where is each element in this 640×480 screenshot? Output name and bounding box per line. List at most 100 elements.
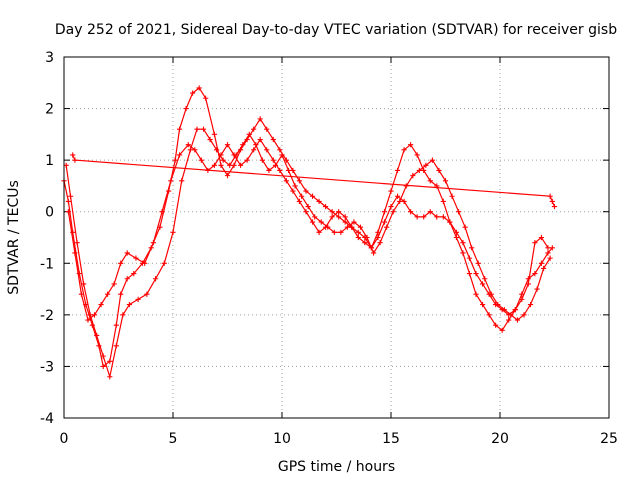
data-point	[381, 209, 388, 215]
data-point	[303, 209, 309, 215]
data-point	[316, 229, 322, 235]
data-point	[118, 260, 124, 266]
data-point	[126, 301, 132, 308]
data-point	[397, 198, 403, 204]
y-axis-label: SDTVAR / TECUs	[6, 180, 22, 295]
data-point	[449, 193, 455, 199]
data-point	[240, 142, 246, 148]
data-point	[401, 147, 407, 153]
data-point	[78, 291, 85, 297]
data-point	[198, 157, 204, 163]
data-point	[342, 219, 348, 225]
data-point	[440, 198, 446, 204]
data-point	[244, 157, 250, 163]
data-point	[342, 214, 348, 220]
plot-area	[61, 85, 558, 380]
data-point	[355, 229, 361, 235]
data-point	[124, 250, 130, 256]
y-tick-label: 2	[45, 102, 54, 118]
data-point	[152, 276, 159, 282]
data-point	[388, 203, 394, 210]
data-point	[521, 312, 527, 318]
data-point	[65, 198, 71, 204]
data-point	[469, 245, 475, 251]
series-line	[72, 154, 556, 207]
data-point	[246, 131, 252, 137]
data-point	[309, 193, 316, 199]
data-point	[299, 193, 305, 199]
series-trace-2	[63, 126, 553, 380]
data-point	[285, 167, 292, 174]
data-point	[316, 198, 322, 204]
data-point	[440, 214, 446, 220]
data-point	[473, 271, 479, 277]
data-point	[194, 126, 200, 132]
data-point	[414, 214, 420, 220]
data-point	[493, 322, 499, 328]
data-point	[264, 126, 270, 132]
data-point	[183, 105, 189, 112]
data-point	[499, 307, 505, 313]
data-point	[190, 90, 196, 96]
data-point	[251, 126, 257, 132]
x-tick-label: 15	[382, 431, 400, 447]
data-point	[547, 193, 553, 199]
data-point	[113, 343, 119, 349]
data-point	[237, 162, 244, 168]
y-tick-label: -1	[40, 256, 54, 272]
data-point	[270, 157, 276, 163]
data-point	[460, 250, 466, 256]
data-point	[305, 203, 311, 210]
data-point	[113, 322, 119, 328]
data-point	[336, 209, 342, 215]
data-point	[251, 147, 257, 153]
data-point	[120, 312, 126, 318]
data-point	[196, 85, 202, 91]
data-point	[277, 147, 283, 153]
data-point	[525, 281, 531, 287]
data-point	[512, 307, 518, 313]
data-point	[519, 296, 525, 302]
data-point	[416, 167, 422, 174]
data-point	[257, 116, 263, 122]
data-point	[176, 126, 183, 132]
data-point	[394, 193, 401, 199]
data-point	[336, 214, 342, 220]
data-point	[290, 167, 296, 174]
data-point	[442, 178, 449, 184]
data-point	[466, 255, 473, 261]
data-point	[105, 291, 111, 297]
data-point	[549, 245, 555, 251]
data-point	[111, 281, 117, 287]
data-point	[135, 296, 141, 302]
y-tick-label: 3	[45, 50, 54, 66]
data-point	[394, 167, 401, 174]
data-point	[401, 198, 407, 204]
data-point	[168, 178, 174, 184]
data-point	[390, 209, 396, 215]
data-point	[296, 198, 303, 204]
data-point	[318, 219, 324, 225]
data-point	[144, 291, 150, 297]
data-point	[98, 301, 104, 308]
data-point	[81, 281, 87, 287]
series-line	[65, 128, 551, 380]
data-point	[362, 234, 368, 241]
data-point	[527, 301, 534, 308]
data-point	[70, 229, 76, 235]
data-point	[67, 193, 74, 199]
data-point	[423, 162, 429, 168]
data-point	[329, 209, 335, 215]
data-point	[172, 157, 178, 163]
data-point	[349, 224, 355, 230]
data-point	[296, 178, 303, 184]
data-point	[466, 271, 473, 277]
y-tick-label: -4	[40, 411, 54, 427]
data-point	[462, 224, 468, 230]
data-point	[309, 219, 316, 225]
data-point	[479, 301, 486, 308]
data-point	[384, 224, 390, 230]
data-point	[266, 167, 272, 174]
y-tick-label: 0	[45, 205, 54, 221]
data-point	[224, 142, 231, 148]
